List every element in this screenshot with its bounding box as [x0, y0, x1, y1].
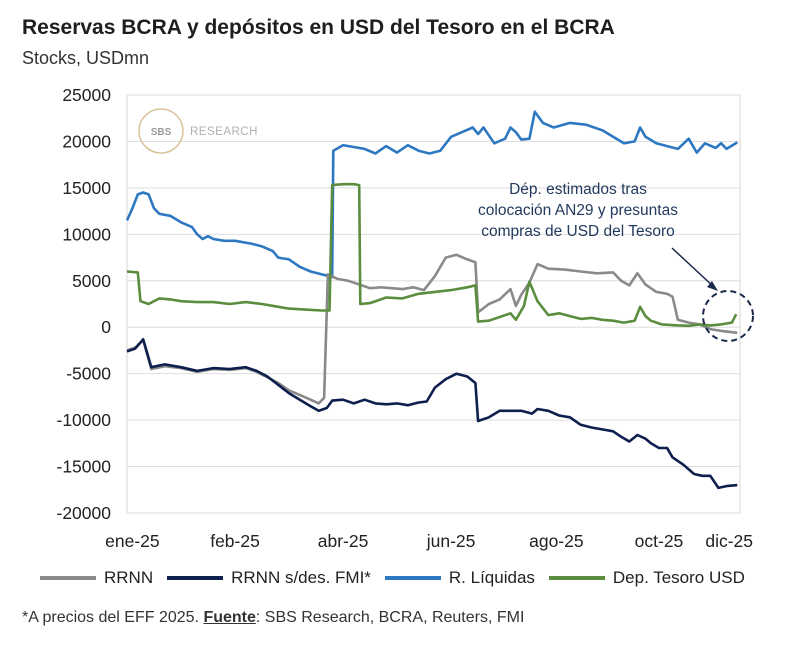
y-tick-label: 15000 [62, 178, 111, 198]
legend-label: Dep. Tesoro USD [612, 568, 745, 587]
x-tick-label: jun-25 [426, 531, 476, 551]
watermark-text: RESEARCH [190, 126, 258, 138]
series-line-dep-tesoro-usd [126, 182, 738, 328]
series-line-r-l-quidas [125, 110, 738, 279]
annotation-arrow-line [671, 247, 716, 289]
x-tick-label: dic-25 [705, 531, 753, 551]
legend-swatch [384, 576, 441, 580]
footnote-prefix: *A precios del EFF 2025. [22, 609, 204, 626]
y-tick-label: 25000 [62, 85, 111, 105]
legend-item: R. Líquidas [384, 568, 535, 588]
legend-label: RRNN [104, 568, 154, 587]
footnote: *A precios del EFF 2025. Fuente: SBS Res… [22, 609, 524, 627]
annotation-arrow-head [707, 281, 718, 291]
y-tick-label: -5000 [66, 364, 111, 384]
legend-swatch [167, 576, 224, 580]
y-tick-label: 0 [101, 317, 111, 337]
x-tick-label: oct-25 [635, 531, 684, 551]
legend-swatch [40, 576, 96, 580]
chart-title: Reservas BCRA y depósitos en USD del Tes… [22, 16, 615, 39]
chart-subtitle: Stocks, USDmn [22, 48, 150, 68]
annotation-line-2: colocación AN29 y presuntas [478, 202, 678, 219]
x-tick-label: abr-25 [318, 531, 369, 551]
sbs-research-watermark: SBS RESEARCH [138, 108, 258, 154]
y-tick-label: -20000 [57, 503, 112, 523]
annotation-line-1: Dép. estimados tras [509, 181, 647, 198]
legend-item: Dep. Tesoro USD [548, 568, 745, 588]
x-tick-label: feb-25 [210, 531, 260, 551]
y-tick-label: 5000 [72, 271, 111, 291]
legend-label: R. Líquidas [448, 568, 535, 587]
y-tick-label: 10000 [62, 224, 111, 244]
series-line-rrnn [126, 253, 738, 405]
watermark-logo-ring [138, 108, 184, 154]
watermark-brand: SBS [151, 127, 172, 138]
x-tick-label: ene-25 [105, 531, 160, 551]
annotation-highlight-circle [702, 290, 754, 342]
x-tick-label: ago-25 [529, 531, 584, 551]
legend-item: RRNN s/des. FMI* [167, 568, 371, 588]
line-chart: SBS RESEARCH 25000 20000 15000 10000 5000 0 -5… [57, 85, 754, 551]
annotation-line-3: compras de USD del Tesoro [481, 223, 675, 240]
legend-swatch [548, 576, 605, 580]
y-tick-label: 20000 [62, 131, 111, 151]
legend-label: RRNN s/des. FMI* [231, 568, 371, 587]
annotation: Dép. estimados tras colocación AN29 y pr… [478, 181, 754, 342]
series-line-rrnn-s-des-fmi [126, 338, 738, 490]
footnote-source-text: : SBS Research, BCRA, Reuters, FMI [255, 609, 525, 626]
legend: RRNN RRNN s/des. FMI* R. Líquidas Dep. Teso… [40, 568, 759, 588]
footnote-source-label: Fuente [203, 609, 256, 626]
y-tick-label: -15000 [57, 457, 112, 477]
y-tick-label: -10000 [57, 410, 112, 430]
legend-item: RRNN [40, 568, 153, 588]
